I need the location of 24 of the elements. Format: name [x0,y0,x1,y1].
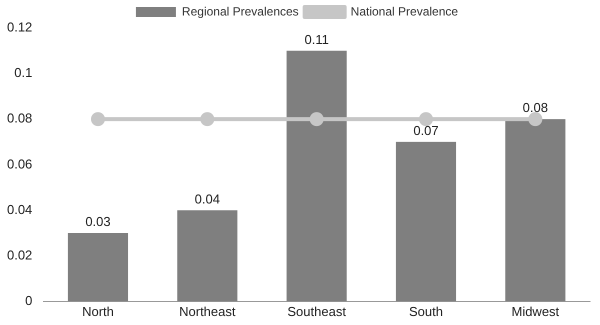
x-tick-label: Southeast [287,304,346,319]
x-tick-label: South [409,304,443,319]
bar [286,50,347,302]
y-tick-label: 0.02 [6,247,32,262]
bar [505,119,566,302]
x-tick-label: Midwest [511,304,560,319]
legend-label: National Prevalence [350,4,458,18]
y-tick-label: 0.06 [6,156,32,172]
y-tick-label: 0.12 [6,20,32,35]
legend-label: Regional Prevalences [182,4,299,18]
y-tick-label: 0 [25,292,32,308]
bar [396,142,456,302]
data-label: 0.04 [194,191,220,206]
data-label: 0.11 [304,32,329,47]
x-tick-label: North [82,304,114,319]
x-tick-label: Northeast [179,304,236,319]
data-label: 0.03 [85,214,111,230]
data-label: 0.08 [522,100,548,116]
y-tick-label: 0.04 [6,202,32,217]
y-tick-label: 0.1 [14,65,32,80]
data-label: 0.07 [413,122,439,138]
bar [68,233,128,302]
bar [177,210,238,302]
y-tick-label: 0.08 [6,110,32,126]
